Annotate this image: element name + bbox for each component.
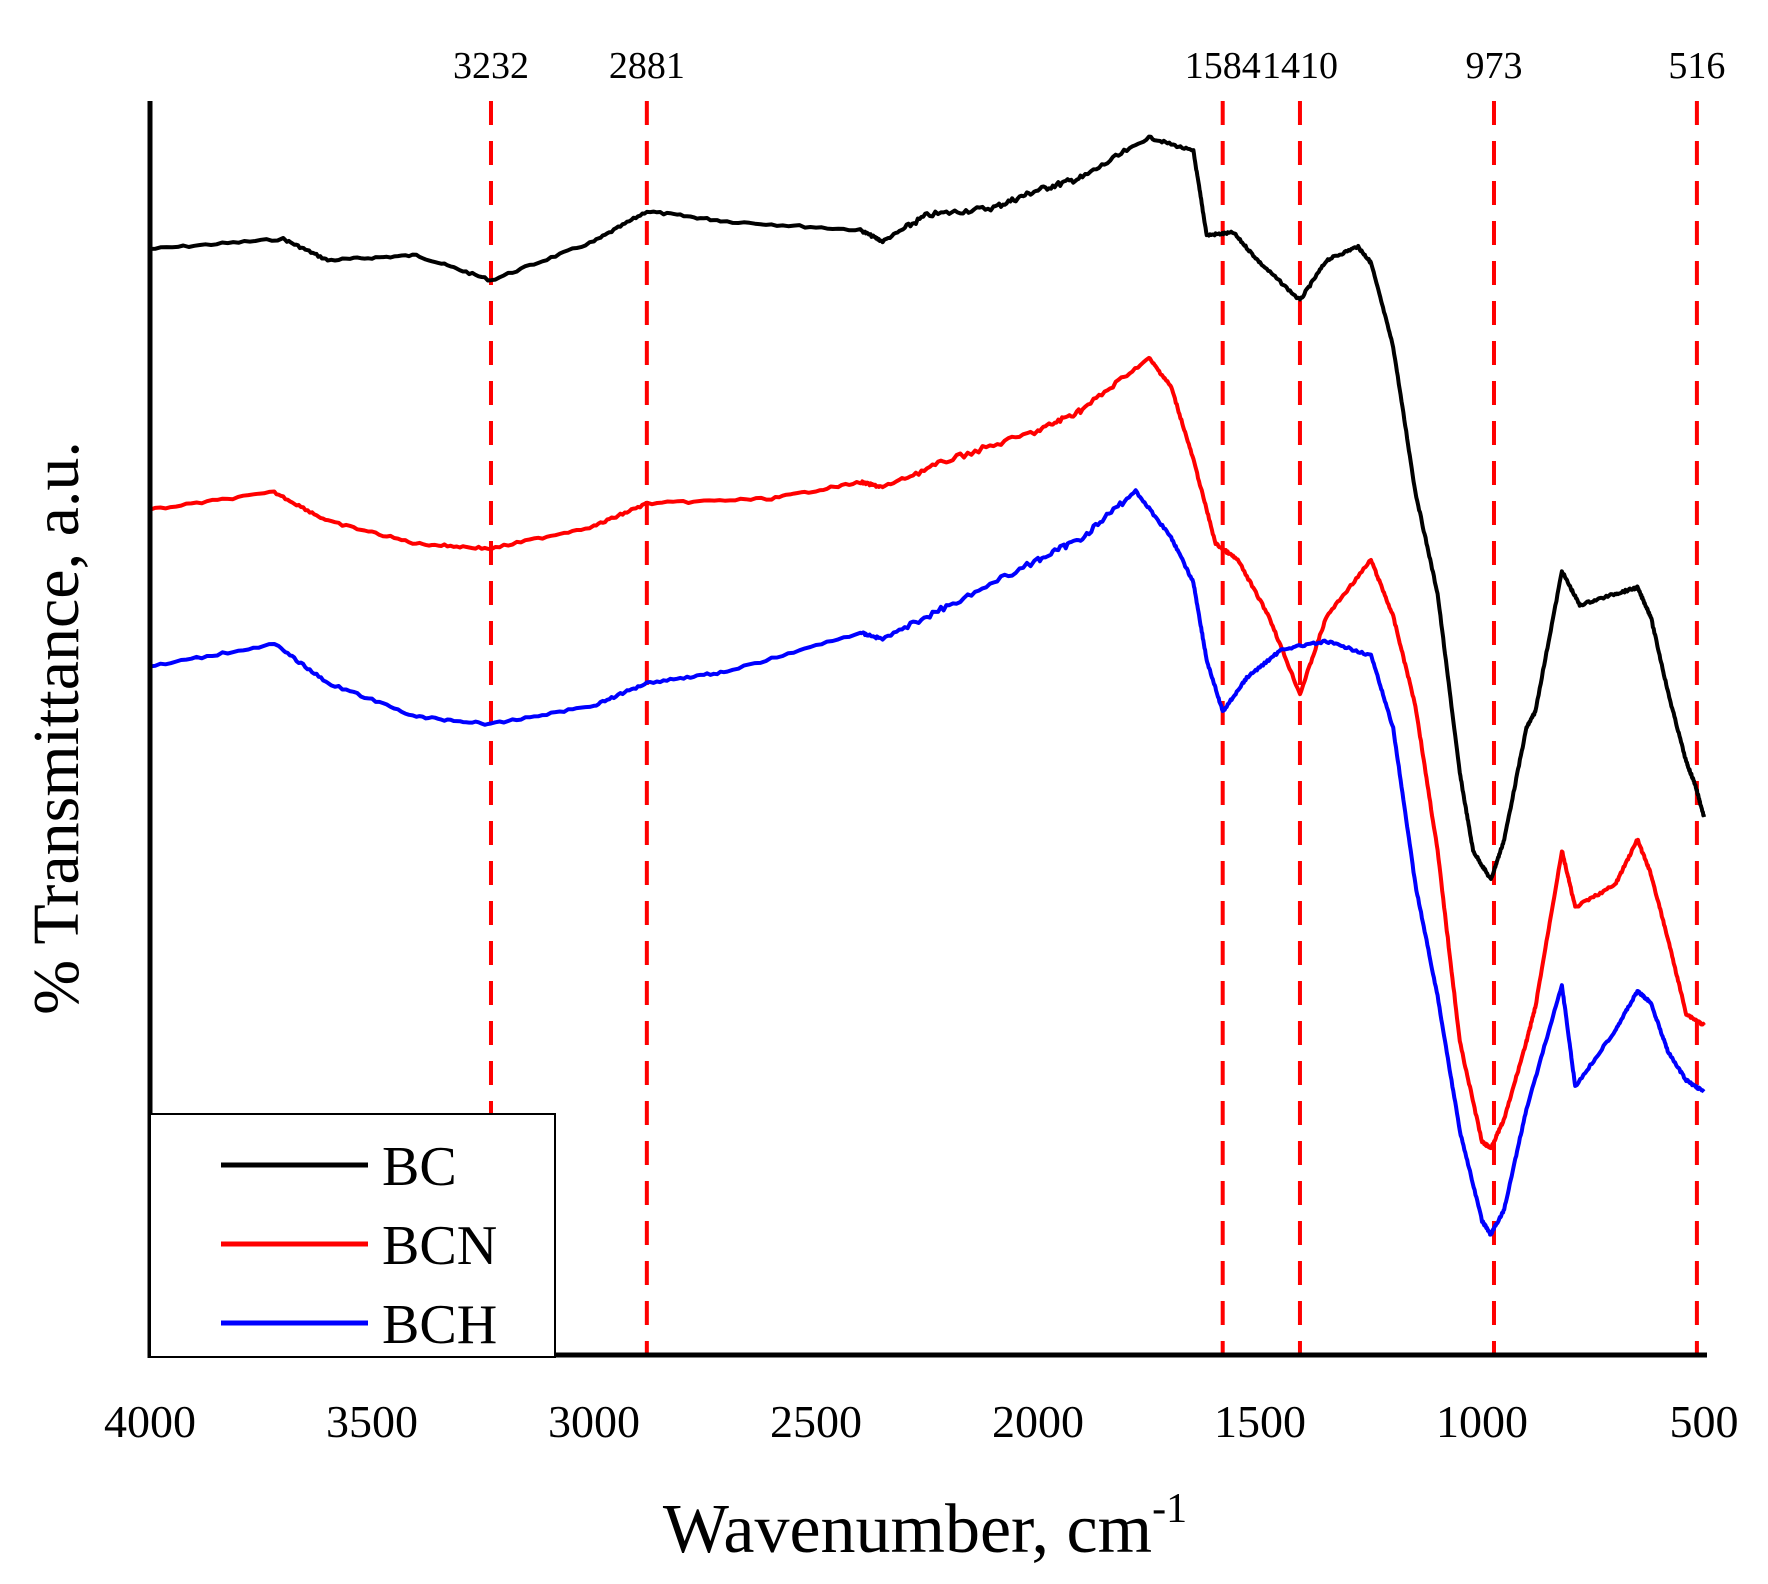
x-tick-label: 2000 bbox=[992, 1396, 1084, 1447]
reference-line-label: 2881 bbox=[609, 45, 685, 87]
legend: BC BCN BCH bbox=[149, 1113, 556, 1358]
reference-line-label: 1410 bbox=[1262, 45, 1338, 87]
x-tick-label: 2500 bbox=[770, 1396, 862, 1447]
series-line-bc bbox=[149, 134, 1706, 881]
x-tick-label: 4000 bbox=[104, 1396, 196, 1447]
legend-label: BCH bbox=[382, 1294, 497, 1356]
reference-line-label: 516 bbox=[1668, 45, 1725, 87]
reference-line-label: 973 bbox=[1465, 45, 1522, 87]
legend-label: BC bbox=[382, 1136, 457, 1198]
reference-lines: 3232 2881 1584 1410 973 516 bbox=[453, 45, 1725, 1355]
legend-label: BCN bbox=[382, 1215, 497, 1277]
x-tick-label: 1500 bbox=[1214, 1396, 1306, 1447]
x-axis-label: Wavenumber, cm-1 bbox=[663, 1486, 1187, 1568]
x-tick-labels: 4000 3500 3000 2500 2000 1500 1000 500 bbox=[104, 1396, 1739, 1447]
x-tick-label: 3000 bbox=[548, 1396, 640, 1447]
x-tick-label: 3500 bbox=[326, 1396, 418, 1447]
series-line-bcn bbox=[149, 355, 1706, 1151]
series-line-bch bbox=[149, 488, 1706, 1237]
x-tick-label: 1000 bbox=[1436, 1396, 1528, 1447]
legend-box bbox=[149, 1113, 556, 1358]
reference-line-label: 1584 bbox=[1185, 45, 1261, 87]
reference-line-label: 3232 bbox=[453, 45, 529, 87]
y-axis-label: % Transmittance, a.u. bbox=[20, 441, 93, 1015]
series-group bbox=[149, 134, 1706, 1237]
x-tick-label: 500 bbox=[1670, 1396, 1739, 1447]
